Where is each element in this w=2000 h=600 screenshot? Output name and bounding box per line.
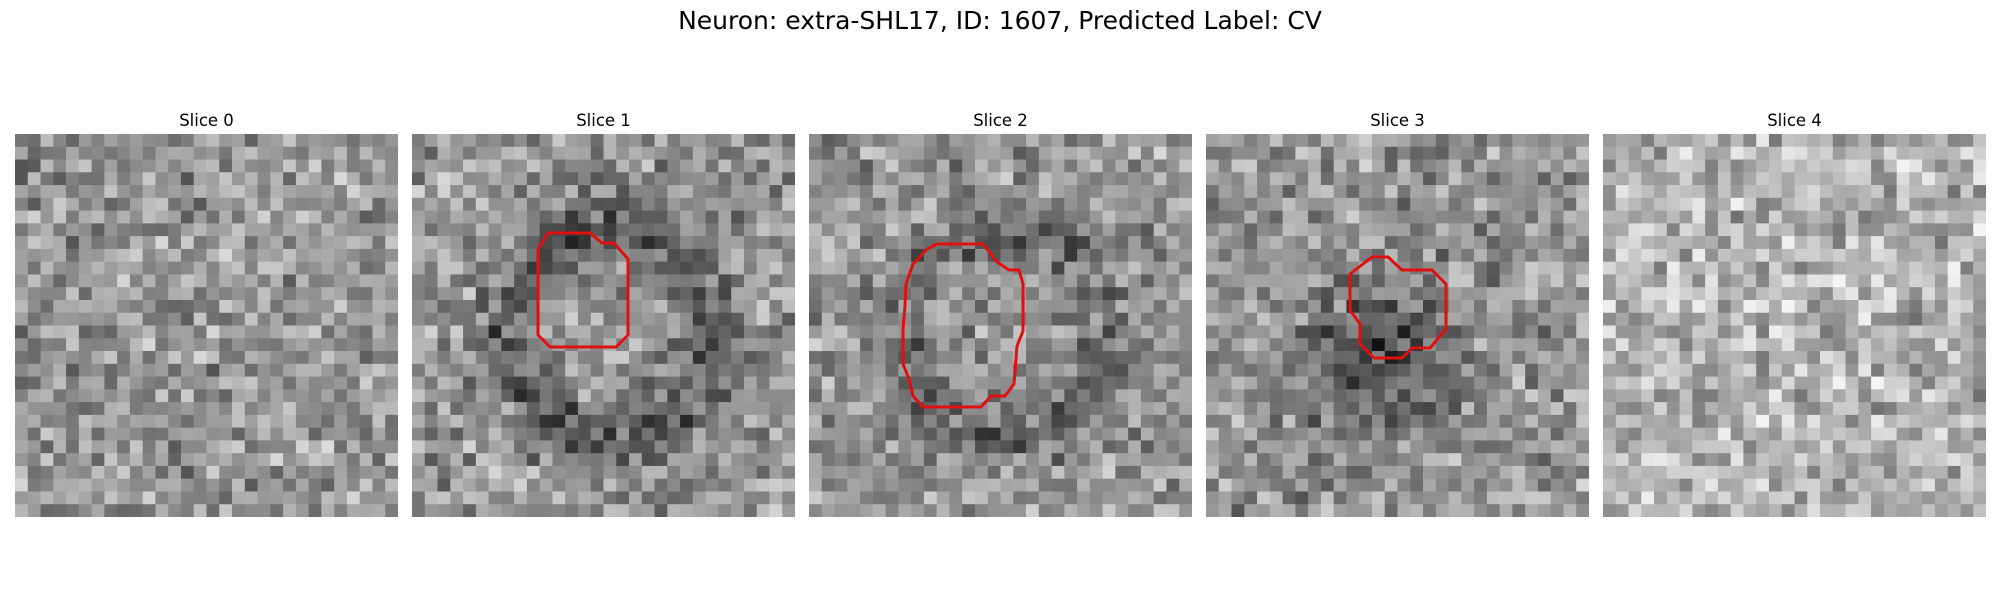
slice-title: Slice 2 — [973, 111, 1028, 130]
slice-panel-2: Slice 2 — [809, 108, 1192, 517]
figure-title: Neuron: extra-SHL17, ID: 1607, Predicted… — [678, 6, 1322, 35]
slice-title: Slice 1 — [576, 111, 631, 130]
roi-outline — [901, 242, 1025, 409]
slice-image — [412, 134, 795, 517]
pixel-grid — [15, 134, 398, 517]
slice-image — [1206, 134, 1589, 517]
slice-title: Slice 4 — [1767, 111, 1822, 130]
roi-outline — [536, 231, 630, 349]
roi-outline — [1348, 255, 1448, 360]
slice-panel-0: Slice 0 — [15, 108, 398, 517]
slice-title: Slice 0 — [179, 111, 234, 130]
slice-image — [1603, 134, 1986, 517]
slice-panel-4: Slice 4 — [1603, 108, 1986, 517]
slice-panel-1: Slice 1 — [412, 108, 795, 517]
slice-panel-3: Slice 3 — [1206, 108, 1589, 517]
slice-title: Slice 3 — [1370, 111, 1425, 130]
slice-image — [15, 134, 398, 517]
pixel-grid — [1603, 134, 1986, 517]
slice-image — [809, 134, 1192, 517]
pixel-grid — [809, 134, 1192, 517]
pixel-grid — [1206, 134, 1589, 517]
pixel-grid — [412, 134, 795, 517]
